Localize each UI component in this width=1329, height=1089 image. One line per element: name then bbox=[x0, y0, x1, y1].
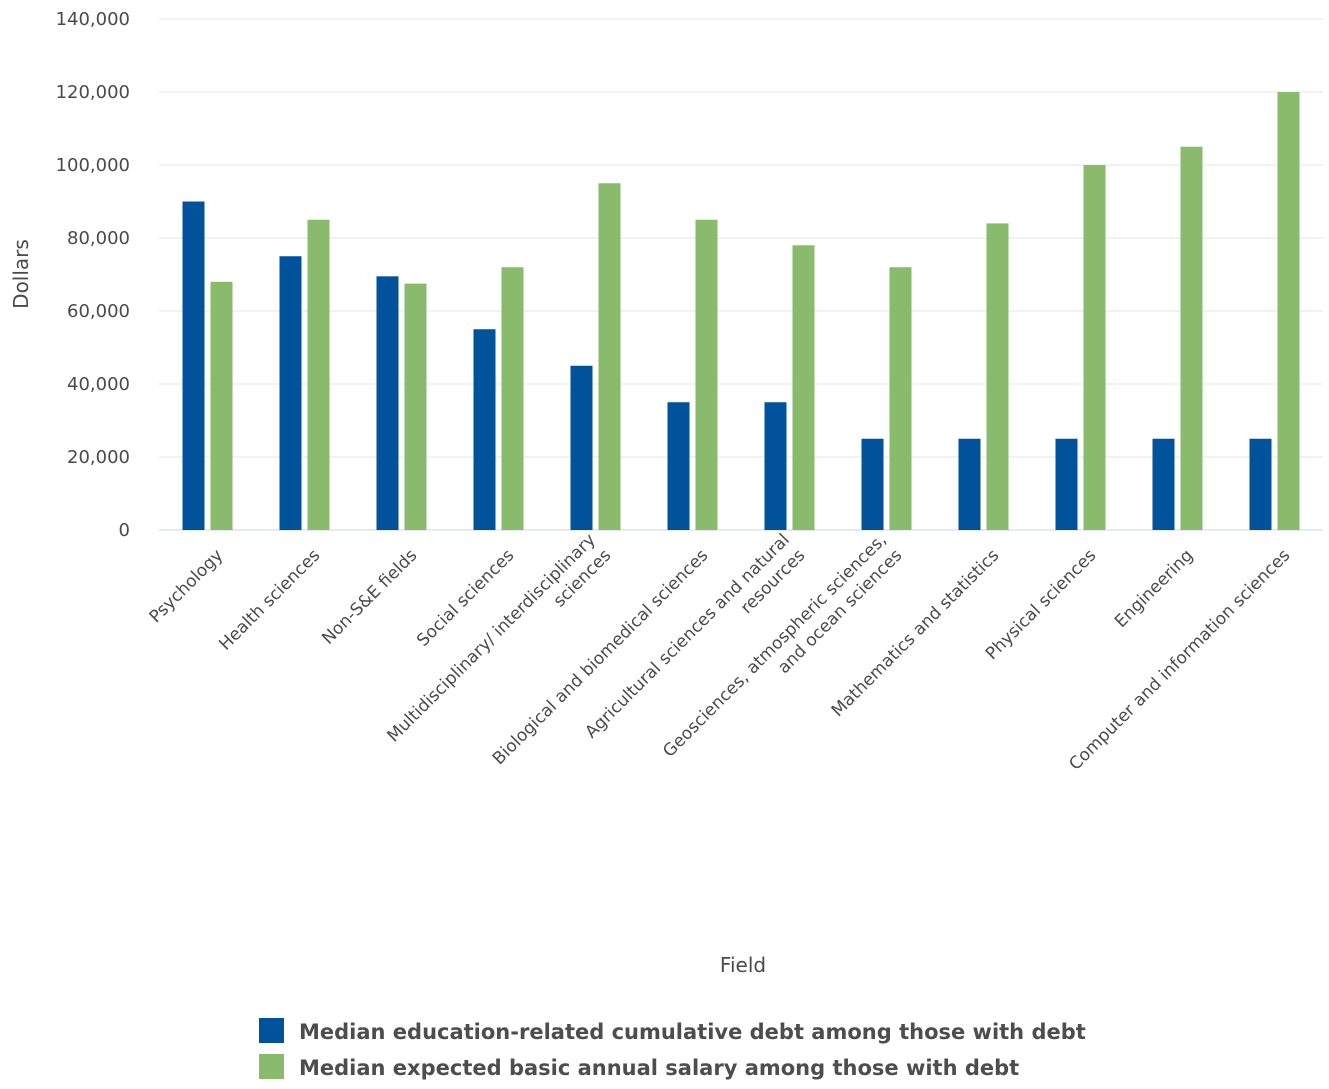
debt-bar bbox=[279, 256, 302, 530]
gridlines bbox=[159, 18, 1323, 531]
debt-bar bbox=[473, 329, 496, 530]
legend: Median education-related cumulative debt… bbox=[259, 1018, 1086, 1080]
salary-bar bbox=[501, 267, 524, 530]
salary-bar bbox=[1180, 146, 1203, 530]
x-category-label: Engineering bbox=[1111, 546, 1197, 632]
legend-label: Median education-related cumulative debt… bbox=[299, 1020, 1086, 1044]
salary-bar bbox=[598, 183, 621, 530]
x-category-label: Computer and information sciences bbox=[1065, 546, 1294, 775]
bars bbox=[182, 92, 1300, 531]
y-tick-label: 20,000 bbox=[67, 447, 130, 468]
legend-swatch bbox=[259, 1018, 284, 1043]
debt-bar bbox=[1152, 438, 1175, 530]
debt-bar bbox=[861, 438, 884, 530]
salary-bar bbox=[695, 219, 718, 530]
salary-bar bbox=[1083, 165, 1106, 530]
salary-bar bbox=[889, 267, 912, 530]
x-category-label: Health sciences bbox=[215, 546, 324, 655]
debt-bar bbox=[1055, 438, 1078, 530]
debt-bar bbox=[570, 365, 593, 530]
y-tick-label: 80,000 bbox=[67, 228, 130, 249]
debt-bar bbox=[376, 276, 399, 530]
salary-bar bbox=[986, 223, 1009, 530]
x-category-label: Psychology bbox=[146, 546, 228, 628]
legend-swatch bbox=[259, 1054, 284, 1079]
legend-label: Median expected basic annual salary amon… bbox=[299, 1056, 1019, 1080]
x-category-label: Non-S&E fields bbox=[318, 546, 421, 649]
y-axis-title: Dollars bbox=[9, 239, 33, 309]
y-tick-label: 120,000 bbox=[56, 82, 130, 103]
y-tick-label: 0 bbox=[119, 520, 130, 541]
y-tick-label: 60,000 bbox=[67, 301, 130, 322]
y-axis-ticks: 0 20,000 40,000 60,000 80,000 100,000 120,000 1… bbox=[56, 9, 130, 541]
salary-bar bbox=[210, 281, 233, 530]
debt-bar bbox=[1249, 438, 1272, 530]
y-tick-label: 140,000 bbox=[56, 9, 130, 30]
salary-bar bbox=[792, 245, 815, 531]
x-axis-title: Field bbox=[720, 953, 766, 977]
y-tick-label: 100,000 bbox=[56, 155, 130, 176]
debt-bar bbox=[182, 201, 205, 530]
debt-bar bbox=[667, 402, 690, 530]
debt-bar bbox=[958, 438, 981, 530]
salary-bar bbox=[1277, 92, 1300, 530]
debt-bar bbox=[764, 402, 787, 530]
salary-bar bbox=[307, 219, 330, 530]
salary-bar bbox=[404, 283, 427, 530]
y-tick-label: 40,000 bbox=[67, 374, 130, 395]
